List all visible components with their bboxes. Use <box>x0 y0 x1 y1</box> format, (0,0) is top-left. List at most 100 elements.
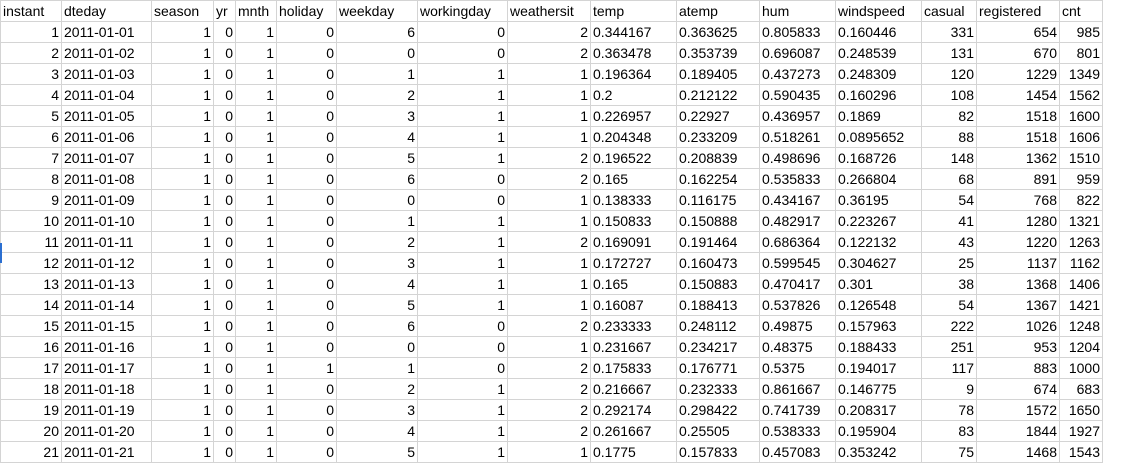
cell-temp[interactable]: 0.204348 <box>590 126 677 148</box>
cell-mnth[interactable]: 1 <box>235 420 277 442</box>
cell-hum[interactable]: 0.436957 <box>759 105 836 127</box>
cell-dteday[interactable]: 2011-01-03 <box>61 63 152 85</box>
cell-windspeed[interactable]: 0.122132 <box>835 231 922 253</box>
cell-weekday[interactable]: 3 <box>336 399 418 421</box>
cell-dteday[interactable]: 2011-01-04 <box>61 84 152 106</box>
cell-atemp[interactable]: 0.298422 <box>676 399 760 421</box>
header-cell-holiday[interactable]: holiday <box>276 0 337 22</box>
cell-weekday[interactable]: 3 <box>336 252 418 274</box>
cell-registered[interactable]: 1280 <box>976 210 1060 232</box>
cell-season[interactable]: 1 <box>151 189 214 211</box>
cell-workingday[interactable]: 1 <box>417 126 508 148</box>
cell-weathersit[interactable]: 2 <box>507 357 591 379</box>
cell-weathersit[interactable]: 1 <box>507 126 591 148</box>
cell-dteday[interactable]: 2011-01-20 <box>61 420 152 442</box>
cell-mnth[interactable]: 1 <box>235 336 277 358</box>
cell-temp[interactable]: 0.172727 <box>590 252 677 274</box>
cell-season[interactable]: 1 <box>151 252 214 274</box>
cell-atemp[interactable]: 0.248112 <box>676 315 760 337</box>
cell-hum[interactable]: 0.535833 <box>759 168 836 190</box>
cell-weekday[interactable]: 6 <box>336 315 418 337</box>
cell-temp[interactable]: 0.150833 <box>590 210 677 232</box>
cell-cnt[interactable]: 959 <box>1059 168 1103 190</box>
cell-atemp[interactable]: 0.208839 <box>676 147 760 169</box>
cell-cnt[interactable]: 801 <box>1059 42 1103 64</box>
cell-casual[interactable]: 222 <box>921 315 977 337</box>
cell-casual[interactable]: 9 <box>921 378 977 400</box>
cell-mnth[interactable]: 1 <box>235 105 277 127</box>
cell-weekday[interactable]: 5 <box>336 294 418 316</box>
cell-weathersit[interactable]: 1 <box>507 63 591 85</box>
cell-weekday[interactable]: 3 <box>336 105 418 127</box>
header-cell-atemp[interactable]: atemp <box>676 0 760 22</box>
cell-weathersit[interactable]: 1 <box>507 336 591 358</box>
cell-weekday[interactable]: 0 <box>336 42 418 64</box>
cell-temp[interactable]: 0.16087 <box>590 294 677 316</box>
cell-mnth[interactable]: 1 <box>235 294 277 316</box>
cell-dteday[interactable]: 2011-01-19 <box>61 399 152 421</box>
cell-registered[interactable]: 1518 <box>976 126 1060 148</box>
cell-instant[interactable]: 16 <box>0 336 62 358</box>
cell-yr[interactable]: 0 <box>213 399 236 421</box>
cell-casual[interactable]: 78 <box>921 399 977 421</box>
cell-temp[interactable]: 0.216667 <box>590 378 677 400</box>
cell-weekday[interactable]: 6 <box>336 168 418 190</box>
cell-registered[interactable]: 768 <box>976 189 1060 211</box>
cell-dteday[interactable]: 2011-01-08 <box>61 168 152 190</box>
cell-holiday[interactable]: 0 <box>276 399 337 421</box>
cell-registered[interactable]: 1572 <box>976 399 1060 421</box>
cell-atemp[interactable]: 0.363625 <box>676 21 760 43</box>
cell-yr[interactable]: 0 <box>213 168 236 190</box>
cell-season[interactable]: 1 <box>151 336 214 358</box>
cell-mnth[interactable]: 1 <box>235 42 277 64</box>
cell-holiday[interactable]: 0 <box>276 441 337 463</box>
cell-weathersit[interactable]: 1 <box>507 210 591 232</box>
cell-mnth[interactable]: 1 <box>235 231 277 253</box>
cell-dteday[interactable]: 2011-01-21 <box>61 441 152 463</box>
cell-atemp[interactable]: 0.22927 <box>676 105 760 127</box>
cell-casual[interactable]: 54 <box>921 294 977 316</box>
cell-instant[interactable]: 21 <box>0 441 62 463</box>
cell-holiday[interactable]: 0 <box>276 84 337 106</box>
cell-yr[interactable]: 0 <box>213 63 236 85</box>
cell-instant[interactable]: 9 <box>0 189 62 211</box>
cell-casual[interactable]: 148 <box>921 147 977 169</box>
cell-mnth[interactable]: 1 <box>235 378 277 400</box>
cell-workingday[interactable]: 1 <box>417 147 508 169</box>
cell-atemp[interactable]: 0.212122 <box>676 84 760 106</box>
cell-weekday[interactable]: 4 <box>336 273 418 295</box>
cell-registered[interactable]: 1220 <box>976 231 1060 253</box>
cell-cnt[interactable]: 1650 <box>1059 399 1103 421</box>
cell-workingday[interactable]: 1 <box>417 399 508 421</box>
cell-casual[interactable]: 120 <box>921 63 977 85</box>
cell-windspeed[interactable]: 0.195904 <box>835 420 922 442</box>
cell-season[interactable]: 1 <box>151 420 214 442</box>
cell-registered[interactable]: 1362 <box>976 147 1060 169</box>
cell-season[interactable]: 1 <box>151 84 214 106</box>
cell-mnth[interactable]: 1 <box>235 315 277 337</box>
cell-mnth[interactable]: 1 <box>235 441 277 463</box>
cell-holiday[interactable]: 0 <box>276 42 337 64</box>
cell-hum[interactable]: 0.805833 <box>759 21 836 43</box>
cell-workingday[interactable]: 1 <box>417 420 508 442</box>
cell-holiday[interactable]: 0 <box>276 21 337 43</box>
header-cell-mnth[interactable]: mnth <box>235 0 277 22</box>
cell-windspeed[interactable]: 0.301 <box>835 273 922 295</box>
cell-season[interactable]: 1 <box>151 441 214 463</box>
cell-cnt[interactable]: 1606 <box>1059 126 1103 148</box>
cell-cnt[interactable]: 1562 <box>1059 84 1103 106</box>
cell-registered[interactable]: 1454 <box>976 84 1060 106</box>
cell-workingday[interactable]: 0 <box>417 168 508 190</box>
cell-yr[interactable]: 0 <box>213 336 236 358</box>
cell-windspeed[interactable]: 0.266804 <box>835 168 922 190</box>
cell-workingday[interactable]: 1 <box>417 210 508 232</box>
cell-season[interactable]: 1 <box>151 378 214 400</box>
cell-hum[interactable]: 0.498696 <box>759 147 836 169</box>
cell-dteday[interactable]: 2011-01-01 <box>61 21 152 43</box>
cell-instant[interactable]: 2 <box>0 42 62 64</box>
cell-cnt[interactable]: 1406 <box>1059 273 1103 295</box>
cell-instant[interactable]: 13 <box>0 273 62 295</box>
cell-atemp[interactable]: 0.353739 <box>676 42 760 64</box>
cell-season[interactable]: 1 <box>151 168 214 190</box>
cell-hum[interactable]: 0.861667 <box>759 378 836 400</box>
